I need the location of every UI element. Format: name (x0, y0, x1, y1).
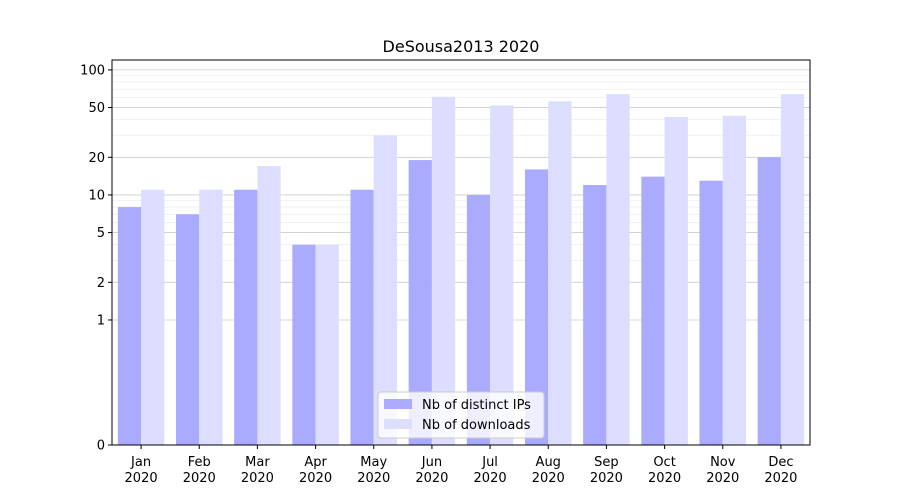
bar-downloads (548, 101, 572, 445)
bar-distinct-ips (699, 180, 723, 445)
x-tick-label: Oct 2020 (648, 455, 681, 486)
bar-distinct-ips (350, 189, 374, 445)
x-tick-label: Sep 2020 (590, 455, 623, 486)
legend-swatch (384, 419, 412, 429)
bar-distinct-ips (757, 157, 781, 445)
y-tick-label: 0 (97, 439, 105, 454)
bar-downloads (431, 96, 456, 445)
bar-downloads (315, 244, 339, 445)
bar-distinct-ips (117, 207, 142, 445)
y-tick-label: 50 (88, 101, 105, 116)
legend-swatch (384, 399, 412, 409)
grid-lines (112, 69, 810, 321)
bar-downloads (257, 166, 281, 445)
bar-downloads (664, 117, 688, 445)
y-axis: 0 1 2 5 10 20 50 100 (80, 63, 112, 454)
legend-box (377, 391, 545, 439)
x-tick-label: Jan 2020 (125, 455, 158, 486)
legend: Nb of distinct IPs Nb of downloads (377, 391, 545, 439)
plot-frame (111, 59, 811, 446)
chart-title: DeSousa2013 2020 (383, 37, 540, 56)
bar-downloads (722, 115, 747, 445)
bar-downloads (606, 94, 630, 446)
x-tick-label: Feb 2020 (183, 455, 216, 486)
y-tick-label: 2 (97, 276, 105, 291)
x-axis: Jan 2020 Feb 2020 Mar 2020 Apr 2020 May 2020 Jun 20… (125, 445, 797, 486)
bar-distinct-ips (524, 169, 549, 445)
x-tick-label: Jul 2020 (474, 455, 507, 486)
x-tick-label: Mar 2020 (241, 455, 274, 486)
bar-downloads (373, 135, 398, 445)
legend-label: Nb of downloads (422, 418, 531, 433)
x-tick-label: Aug 2020 (532, 455, 565, 486)
bar-downloads (199, 189, 223, 445)
x-tick-label: Dec 2020 (764, 455, 797, 486)
y-tick-label: 100 (80, 63, 105, 78)
bar-distinct-ips (234, 189, 258, 445)
y-tick-label: 20 (88, 151, 105, 166)
x-tick-label: May 2020 (357, 455, 390, 486)
bar-distinct-ips (175, 214, 200, 445)
bar-distinct-ips (641, 176, 665, 445)
bar-distinct-ips (408, 160, 432, 445)
bar-downloads (490, 105, 514, 446)
y-tick-label: 1 (97, 313, 105, 328)
bar-distinct-ips (292, 244, 316, 445)
x-tick-label: Jun 2020 (415, 455, 448, 486)
x-tick-label: Apr 2020 (299, 455, 332, 486)
y-tick-label: 5 (97, 226, 105, 241)
bars (117, 94, 805, 446)
x-tick-label: Nov 2020 (706, 455, 739, 486)
legend-label: Nb of distinct IPs (422, 398, 531, 413)
bar-downloads (141, 189, 165, 445)
y-tick-label: 10 (88, 188, 105, 203)
bar-distinct-ips (583, 185, 607, 445)
bar-downloads (780, 94, 805, 446)
bar-distinct-ips (466, 194, 491, 445)
